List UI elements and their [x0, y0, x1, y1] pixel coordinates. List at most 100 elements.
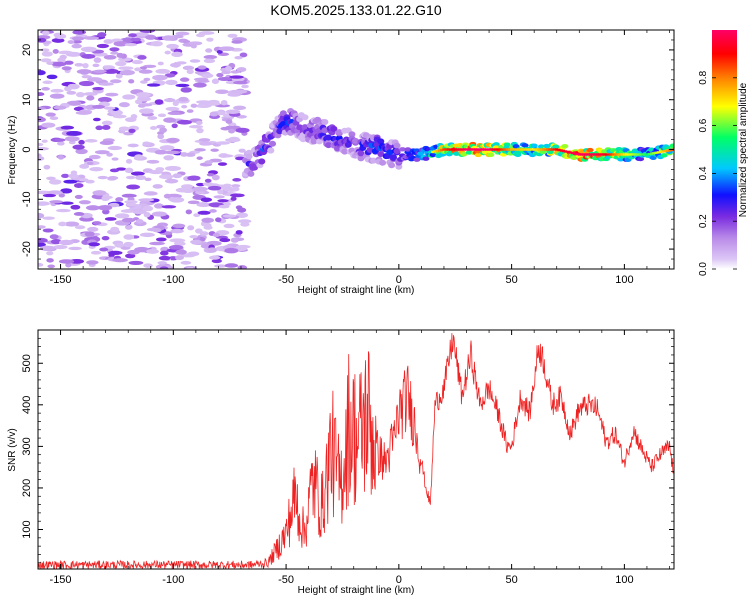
- spectrogram-cell: [38, 212, 45, 219]
- spectrogram-core-cell: [577, 153, 581, 156]
- spectrogram-cell: [206, 37, 214, 42]
- spectrogram-core-cell: [552, 148, 556, 151]
- spectrogram-cell: [43, 164, 51, 170]
- spectrogram-cell: [166, 43, 179, 49]
- spectrogram-cell: [76, 69, 92, 75]
- spectrogram-cell: [169, 62, 181, 68]
- spectrogram-cell: [370, 157, 378, 164]
- spectrogram-cell: [172, 100, 179, 107]
- spectrogram-cell: [111, 157, 119, 161]
- spectrogram-core-cell: [571, 151, 575, 155]
- spectrogram-core-cell: [555, 148, 559, 151]
- spectrogram-cell: [228, 136, 240, 141]
- spectrogram-cell: [189, 125, 204, 129]
- spectrogram-cell: [197, 79, 210, 83]
- spectrogram-core-cell: [575, 152, 579, 156]
- spectrogram-cell: [51, 38, 65, 43]
- spectrogram-cell: [232, 186, 240, 192]
- colorbar-tick-label: 0.4: [698, 166, 709, 180]
- spectrogram-cell: [180, 260, 192, 265]
- spectrogram-cell: [50, 88, 64, 93]
- spectrogram-cell: [224, 263, 239, 268]
- spectrogram-core-cell: [667, 149, 671, 152]
- spectrogram-cell: [201, 217, 214, 223]
- spectrogram-cell: [197, 210, 211, 215]
- spectrogram-cell: [195, 33, 205, 38]
- x-tick-label: -150: [50, 574, 72, 586]
- spectrogram-cell: [474, 152, 482, 158]
- spectrogram-cell: [92, 87, 104, 91]
- spectrogram-cell: [81, 53, 96, 59]
- spectrogram-cell: [78, 200, 91, 205]
- spectrogram-cell: [180, 152, 189, 157]
- spectrogram-core-cell: [465, 148, 469, 151]
- spectrogram-cell: [218, 204, 230, 209]
- spectrogram-cell: [203, 55, 218, 60]
- spectrogram-cell: [75, 91, 85, 98]
- spectrogram-cell: [160, 250, 169, 256]
- spectrogram-cell: [214, 264, 227, 268]
- spectrogram-cell: [71, 36, 85, 41]
- spectrogram-cell: [143, 77, 151, 82]
- spectrogram-cell: [53, 105, 67, 110]
- spectrogram-cell: [269, 140, 277, 147]
- spectrogram-cell: [217, 162, 228, 166]
- spectrogram-cell: [104, 217, 117, 221]
- spectrogram-core-cell: [602, 153, 606, 156]
- spectrogram-cell: [220, 100, 228, 106]
- spectrogram-cell: [123, 241, 134, 248]
- spectrogram-cell: [222, 214, 237, 218]
- spectrogram-core-cell: [661, 150, 665, 153]
- spectrogram-core-cell: [604, 153, 608, 156]
- spectrogram-cell: [74, 225, 86, 230]
- spectrogram-cell: [119, 69, 135, 76]
- spectrogram-cell: [115, 73, 123, 79]
- spectrogram-core-cell: [474, 148, 478, 151]
- spectrogram-cell: [398, 147, 406, 152]
- spectrogram-core-cell: [478, 148, 482, 151]
- spectrogram-core-cell: [480, 148, 484, 151]
- x-tick-label: 0: [396, 574, 402, 586]
- spectrogram-core-cell: [449, 148, 453, 151]
- spectrogram-cell: [155, 237, 167, 242]
- spectrogram-cell: [139, 80, 148, 84]
- spectrogram-cell: [163, 193, 171, 199]
- spectrogram-cell: [196, 156, 203, 160]
- spectrogram-cell: [166, 137, 180, 143]
- spectrogram-cell: [56, 208, 71, 213]
- spectrogram-cell: [453, 151, 461, 156]
- spectrogram-core-cell: [546, 148, 550, 151]
- spectrogram-cell: [224, 65, 232, 72]
- spectrogram-core-cell: [469, 148, 473, 151]
- spectrogram-cell: [179, 77, 190, 82]
- spectrogram-cell: [89, 166, 104, 172]
- spectrogram-cell: [45, 112, 56, 117]
- y-tick-label: 200: [21, 479, 33, 497]
- colorbar-ticks: 0.0 0.2 0.4 0.6 0.8: [698, 70, 737, 276]
- spectrogram-cell: [57, 155, 65, 160]
- spectrogram-cell: [38, 92, 45, 97]
- spectrogram-cell: [189, 59, 201, 63]
- spectrogram-core-cell: [471, 148, 475, 151]
- spectrogram-core-cell: [431, 150, 435, 154]
- spectrogram-cell: [188, 41, 203, 46]
- spectrogram-cell: [109, 47, 120, 52]
- spectrogram-cell: [49, 234, 59, 240]
- colorbar: 0.0 0.2 0.4 0.6 0.8 Normalized spectral ampl…: [698, 30, 749, 276]
- spectrogram-core-cell: [444, 148, 448, 151]
- spectrogram-cell: [115, 197, 124, 202]
- spectrogram-cell: [150, 40, 163, 47]
- spectrogram-cell: [58, 50, 74, 55]
- spectrogram-cell: [187, 251, 200, 257]
- spectrogram-cell: [102, 209, 110, 215]
- spectrogram-cell: [155, 167, 165, 172]
- spectrogram-cell: [236, 212, 248, 218]
- spectrogram-cell: [193, 82, 207, 88]
- spectrogram-cell: [341, 148, 349, 155]
- colorbar-gradient: [712, 30, 737, 269]
- spectrogram-cell: [114, 243, 125, 248]
- spectrogram-cell: [99, 140, 114, 146]
- spectrogram-cell: [163, 117, 177, 123]
